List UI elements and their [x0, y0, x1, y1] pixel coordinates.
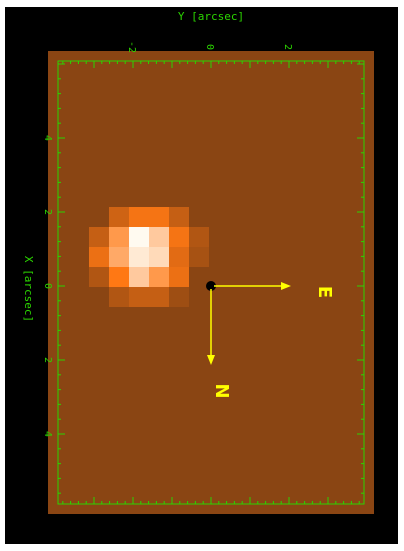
source-pixel [89, 227, 109, 247]
source-pixel [149, 287, 169, 307]
east-arrow-head [281, 282, 291, 290]
source-pixel [169, 247, 189, 267]
y-tick-label: 2 [42, 209, 53, 215]
source-pixel [109, 247, 129, 267]
source-pixel [189, 227, 209, 247]
source-pixel [149, 267, 169, 287]
source-pixel [149, 247, 169, 267]
x-tick-labels: -2 0 2 [126, 41, 293, 53]
source-pixel [129, 287, 149, 307]
source-pixel [169, 267, 189, 287]
y-tick-label: 4 [42, 431, 53, 437]
x-tick-label: 0 [204, 44, 215, 50]
source-pixel [109, 227, 129, 247]
x-tick-label: 2 [282, 44, 293, 50]
source-pixel [129, 207, 149, 227]
y-axis-label: X [arcsec] [22, 256, 35, 322]
source-pixel [169, 207, 189, 227]
source-pixel [129, 267, 149, 287]
source-pixel [169, 287, 189, 307]
source-pixel [149, 227, 169, 247]
source-pixel [109, 207, 129, 227]
axis-ticks [58, 61, 364, 504]
source-pixel [109, 267, 129, 287]
y-tick-label: 4 [42, 135, 53, 141]
source-pixel [129, 227, 149, 247]
source-pixel [89, 247, 109, 267]
x-axis-label: Y [arcsec] [178, 10, 244, 23]
source-pixel [109, 287, 129, 307]
source-pixel [129, 247, 149, 267]
source-pixel [169, 227, 189, 247]
y-tick-label: 2 [42, 357, 53, 363]
sky-image-plot: Y [arcsec] -2 0 2 X [arcsec] 4 2 0 2 4 E N [22, 10, 374, 514]
source-pixel [149, 207, 169, 227]
north-label: N [211, 383, 232, 398]
east-label: E [314, 286, 335, 298]
y-tick-label: 0 [42, 283, 53, 289]
source-pixel [89, 267, 109, 287]
north-arrow-head [207, 355, 215, 365]
source-pixel [189, 247, 209, 267]
source-blob [89, 207, 209, 307]
x-tick-label: -2 [126, 41, 137, 53]
y-tick-labels: 4 2 0 2 4 [42, 135, 53, 437]
image-frame: Y [arcsec] -2 0 2 X [arcsec] 4 2 0 2 4 E N [5, 7, 398, 544]
center-marker [206, 281, 216, 291]
